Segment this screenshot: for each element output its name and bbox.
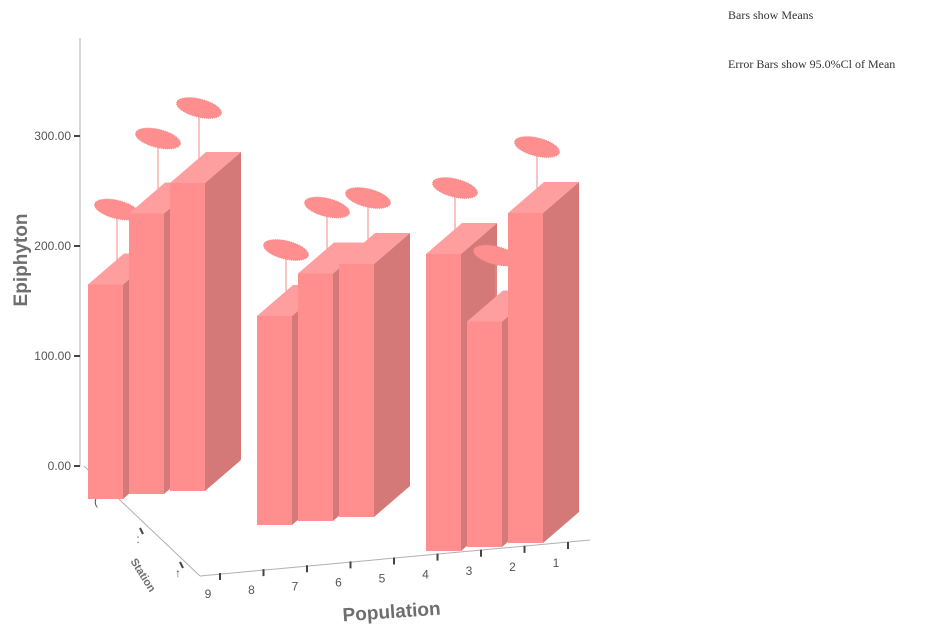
station-tick-mark <box>139 527 144 535</box>
bar-side-4 <box>374 233 410 517</box>
station-axis-title: Station <box>128 556 158 594</box>
station-tick-label: : <box>136 532 139 546</box>
x-axis-title: Population <box>342 599 441 627</box>
y-axis-title: Epiphyton <box>11 214 32 307</box>
axes-layer: 0.00 100.00 200.00 300.00 (: ↑ 9 8 7 6 5 4 3 2 1 <box>34 38 591 601</box>
bar-front-8 <box>129 213 164 494</box>
x-tick-label: 1 <box>553 556 560 570</box>
bar-top-5 <box>298 242 369 274</box>
error-cap-8 <box>135 127 181 150</box>
error-bars-note: Error Bars show 95.0%Cl of Mean <box>728 57 896 71</box>
bar-side-7 <box>205 152 241 491</box>
bar-front-2 <box>467 321 502 547</box>
bar-front-5 <box>298 273 333 521</box>
bar-1 <box>508 136 579 543</box>
bar-4 <box>339 187 410 517</box>
bar-front-4 <box>339 264 374 517</box>
bar-top-3 <box>426 223 497 254</box>
bar-front-3 <box>426 254 461 551</box>
x-tick-label: 5 <box>379 572 386 586</box>
error-cap-6 <box>263 239 309 261</box>
station-tick-label: ↑ <box>175 566 181 580</box>
bar-front-7 <box>170 183 205 491</box>
station-tick-label: ( <box>94 494 98 508</box>
bar-side-1 <box>543 182 579 543</box>
bar-top-4 <box>339 233 410 264</box>
x-tick-label: 6 <box>335 575 342 589</box>
bar-7 <box>170 97 241 491</box>
bars-note: Bars show Means <box>728 8 814 22</box>
bar-front-6 <box>257 316 292 525</box>
x-tick-label: 4 <box>422 568 429 582</box>
x-tick-label: 8 <box>248 583 255 597</box>
y-tick-label: 300.00 <box>34 129 71 143</box>
error-cap-3 <box>432 177 478 199</box>
bar-front-1 <box>508 213 543 543</box>
y-tick-label: 0.00 <box>48 459 72 473</box>
error-cap-5 <box>304 196 350 219</box>
x-tick-label: 3 <box>466 564 473 578</box>
error-cap-4 <box>345 187 391 209</box>
x-tick-label: 9 <box>205 587 212 601</box>
station-tick-mark <box>179 561 184 569</box>
bar-top-1 <box>508 182 579 213</box>
y-tick-label: 200.00 <box>34 239 71 253</box>
x-tick-label: 2 <box>509 560 516 574</box>
bars-layer <box>88 97 579 551</box>
x-tick-label: 7 <box>292 579 299 593</box>
bar-front-9 <box>88 284 123 499</box>
error-cap-1 <box>514 136 560 158</box>
error-cap-7 <box>176 97 222 119</box>
y-tick-label: 100.00 <box>34 349 71 363</box>
bar-top-7 <box>170 152 241 183</box>
